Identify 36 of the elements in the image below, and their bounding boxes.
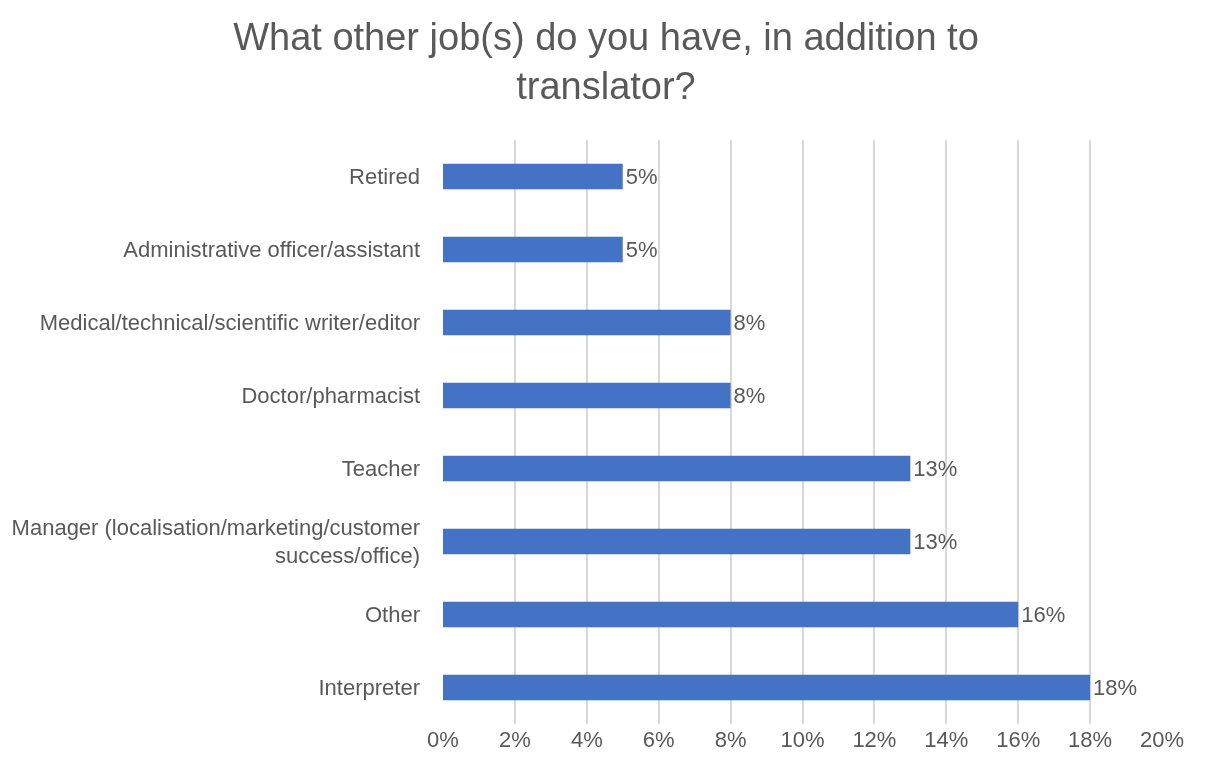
x-tick-label: 10% — [780, 727, 825, 752]
data-label: 13% — [913, 529, 958, 555]
bar — [443, 382, 731, 409]
x-tick-label: 4% — [570, 727, 603, 752]
x-tick-label: 8% — [714, 727, 747, 752]
data-label: 16% — [1021, 602, 1066, 628]
bar — [443, 674, 1091, 701]
x-tick-label: 16% — [996, 727, 1041, 752]
bar — [443, 309, 731, 336]
chart-title: What other job(s) do you have, in addition to translator? — [233, 15, 979, 108]
x-tick-label: 2% — [499, 727, 531, 752]
x-tick-label: 6% — [642, 727, 675, 752]
y-tick-label: Teacher — [341, 456, 420, 482]
bar — [443, 601, 1019, 628]
y-tick-label: Manager (localisation/marketing/customer success/office) — [11, 514, 420, 569]
x-tick-label: 12% — [852, 727, 897, 752]
y-tick-label: Administrative officer/assistant — [123, 237, 420, 263]
y-tick-label: Doctor/pharmacist — [241, 383, 420, 409]
y-tick-label: Medical/technical/scientific writer/editor — [39, 310, 420, 336]
bar — [443, 455, 911, 482]
data-label: 5% — [625, 237, 658, 263]
y-tick-label: Other — [364, 602, 420, 628]
data-label: 13% — [913, 456, 958, 482]
data-label: 8% — [733, 310, 766, 335]
data-label: 5% — [625, 164, 658, 190]
bar — [443, 236, 623, 263]
data-label: 18% — [1093, 675, 1138, 701]
x-tick-label: 20% — [1139, 727, 1185, 752]
y-tick-label: Interpreter — [318, 675, 420, 701]
bar — [443, 163, 623, 190]
x-tick-label: 14% — [924, 727, 969, 752]
x-tick-label: 18% — [1068, 727, 1113, 752]
bar — [443, 528, 911, 555]
y-tick-label: Retired — [349, 164, 420, 190]
x-tick-label: 0% — [427, 727, 459, 752]
data-label: 8% — [733, 383, 766, 408]
